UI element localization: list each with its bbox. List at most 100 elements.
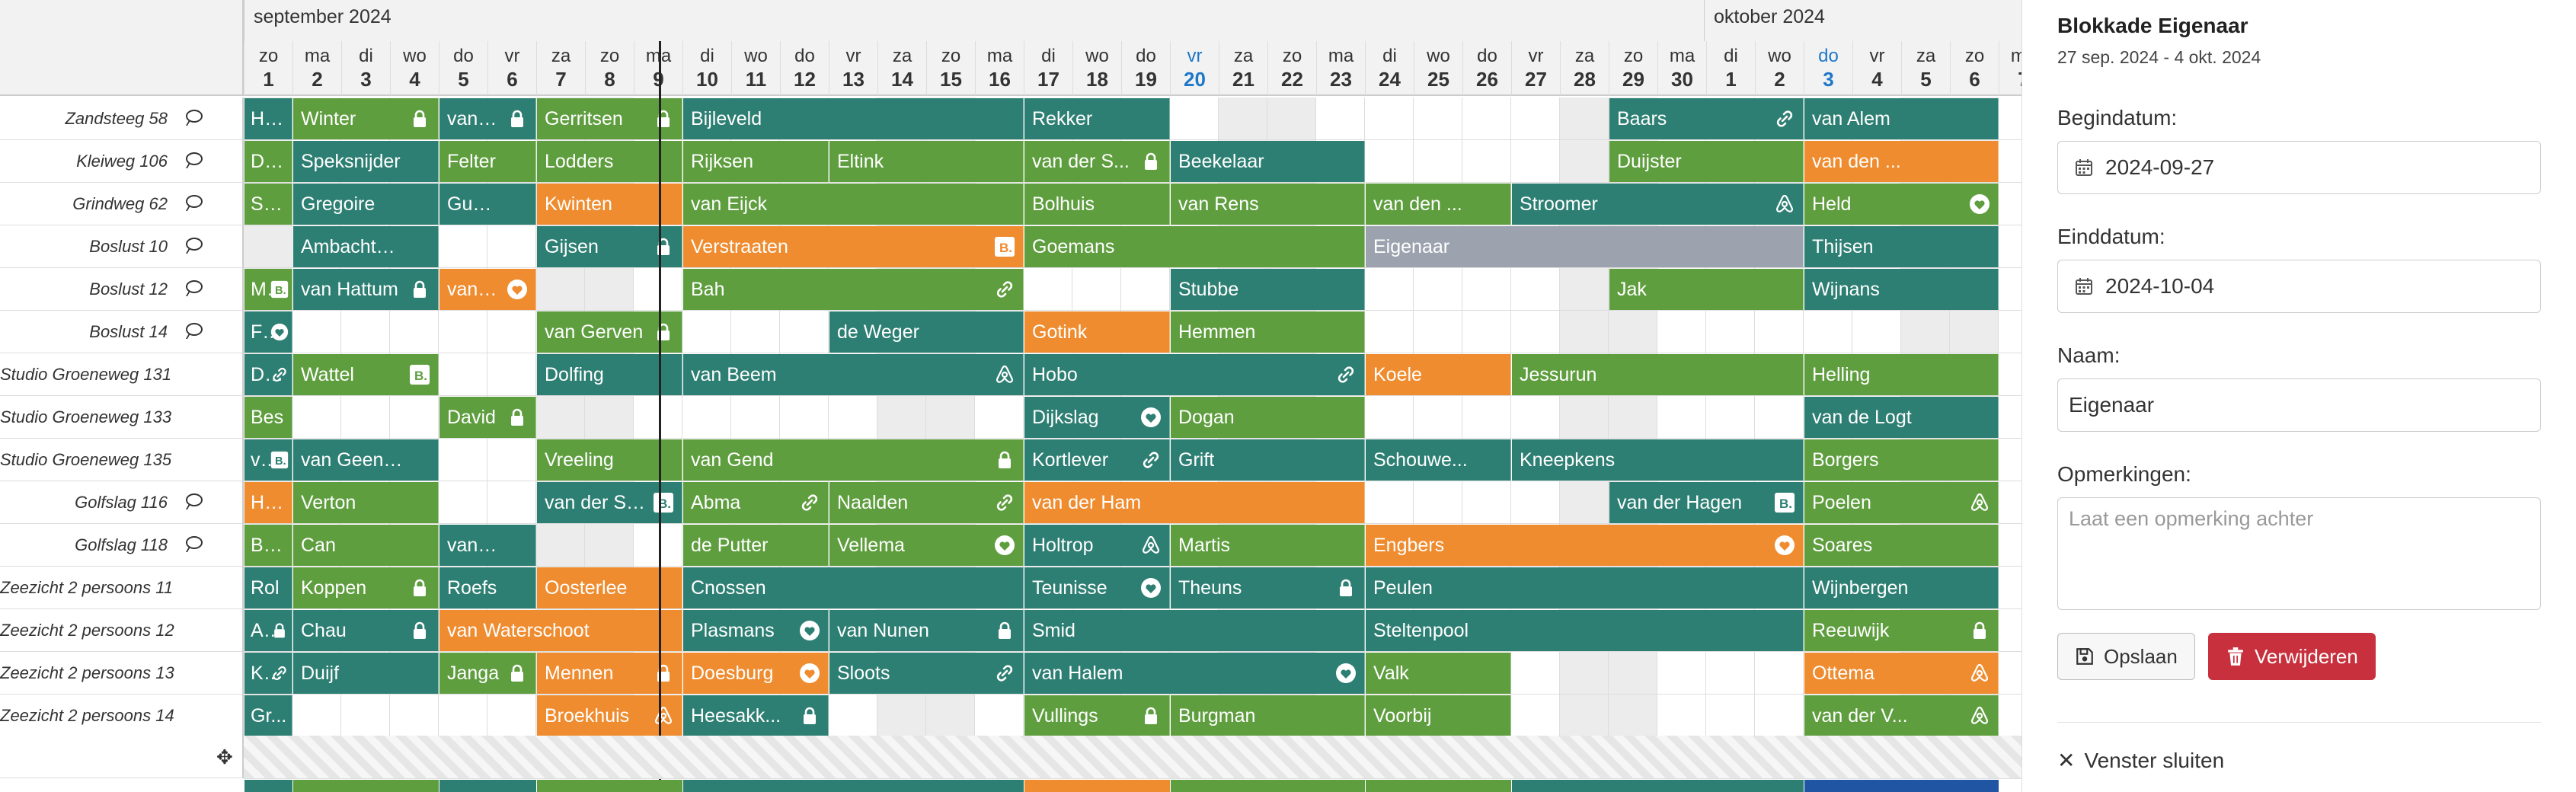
calendar-cell[interactable]: [829, 396, 877, 439]
reservation-bar[interactable]: Dolfing: [537, 354, 682, 395]
calendar-cell[interactable]: [1414, 481, 1462, 524]
calendar-cell[interactable]: [1706, 396, 1755, 439]
calendar-cell[interactable]: [1024, 268, 1072, 311]
reservation-bar[interactable]: van der ...: [439, 269, 536, 310]
calendar-cell[interactable]: [1414, 268, 1462, 311]
calendar-cell[interactable]: [682, 396, 731, 439]
reservation-bar[interactable]: Algra: [244, 610, 292, 651]
reservation-bar[interactable]: van Gend: [683, 439, 1024, 481]
reservation-bar[interactable]: Duijf: [293, 653, 439, 694]
reservation-bar[interactable]: Smid: [1024, 610, 1365, 651]
reservation-bar[interactable]: van der Steeg B.: [537, 482, 682, 523]
reservation-bar[interactable]: Heesakk...: [683, 695, 829, 736]
calendar-cell[interactable]: [585, 268, 634, 311]
reservation-bar[interactable]: Cnossen: [683, 567, 1024, 608]
reservation-bar[interactable]: Gijsen: [537, 226, 682, 267]
reservation-bar[interactable]: [293, 780, 439, 792]
calendar-cell[interactable]: [975, 396, 1024, 439]
reservation-bar[interactable]: van der Ham: [1024, 482, 1365, 523]
reservation-bar[interactable]: van Waterschoot: [439, 610, 682, 651]
calendar-cell[interactable]: [634, 268, 682, 311]
calendar-cell[interactable]: [487, 353, 536, 396]
calendar-cell[interactable]: [439, 353, 487, 396]
reservation-bar[interactable]: Peulen: [1366, 567, 1804, 608]
reservation-bar[interactable]: Wijnbergen: [1804, 567, 1999, 608]
calendar-cell[interactable]: [1560, 97, 1609, 140]
calendar-cell[interactable]: [926, 695, 975, 737]
calendar-cell[interactable]: [585, 524, 634, 567]
reservation-bar[interactable]: Vreeling: [537, 439, 682, 481]
reservation-bar[interactable]: Lodders: [537, 141, 682, 182]
reservation-bar[interactable]: van der Hagen B.: [1609, 482, 1804, 523]
calendar-cell[interactable]: [780, 396, 829, 439]
reservation-bar[interactable]: Sp...: [244, 184, 292, 225]
reservation-bar[interactable]: Theuns: [1171, 567, 1365, 608]
calendar-cell[interactable]: [1999, 396, 2021, 439]
calendar-cell[interactable]: [634, 524, 682, 567]
calendar-cell[interactable]: [341, 695, 390, 737]
unit-label[interactable]: Kleiweg 106: [0, 140, 178, 183]
reservation-bar[interactable]: Wijnans: [1804, 269, 1999, 310]
reservation-bar[interactable]: de Weger: [829, 311, 1024, 353]
calendar-cell[interactable]: [536, 268, 585, 311]
calendar-cell[interactable]: [487, 481, 536, 524]
reservation-bar[interactable]: Naalden: [829, 482, 1024, 523]
move-icon[interactable]: ✥: [216, 746, 233, 768]
reservation-bar[interactable]: Kui...: [244, 653, 292, 694]
calendar-cell[interactable]: [877, 396, 926, 439]
calendar-cell[interactable]: [1999, 97, 2021, 140]
reservation-bar[interactable]: van der S...: [1024, 141, 1170, 182]
reservation-bar[interactable]: de Putter: [683, 525, 829, 566]
calendar-cell[interactable]: [487, 695, 536, 737]
reservation-bar[interactable]: Voorbij: [1366, 695, 1511, 736]
calendar-cell[interactable]: [1560, 140, 1609, 183]
calendar-cell[interactable]: [536, 396, 585, 439]
reservation-bar[interactable]: Vullings: [1024, 695, 1170, 736]
calendar-cell[interactable]: [1999, 439, 2021, 481]
unit-label[interactable]: Boslust 12: [0, 268, 178, 311]
unit-label[interactable]: Golfslag 118: [0, 524, 178, 567]
unit-label[interactable]: Zandsteeg 58: [0, 97, 178, 140]
reservation-bar[interactable]: Fre...: [244, 311, 292, 353]
calendar-cell[interactable]: [1706, 311, 1755, 353]
start-date-field[interactable]: 2024-09-27: [2057, 141, 2541, 194]
calendar-cell[interactable]: [1755, 311, 1804, 353]
calendar-cell[interactable]: [1999, 652, 2021, 695]
unit-label[interactable]: Boslust 10: [0, 225, 178, 268]
calendar-cell[interactable]: [1706, 652, 1755, 695]
reservation-bar[interactable]: [1366, 780, 1511, 792]
comment-icon[interactable]: [186, 493, 203, 506]
calendar-cell[interactable]: [926, 396, 975, 439]
comment-icon[interactable]: [186, 195, 203, 208]
reservation-bar[interactable]: Verton: [293, 482, 439, 523]
calendar-cell[interactable]: [487, 311, 536, 353]
reservation-bar[interactable]: Die...: [244, 354, 292, 395]
reservation-bar[interactable]: Roefs: [439, 567, 536, 608]
reservation-bar[interactable]: [439, 780, 536, 792]
reservation-bar[interactable]: [1804, 780, 1999, 792]
calendar-cell[interactable]: [585, 396, 634, 439]
reservation-bar[interactable]: Oosterlee: [537, 567, 682, 608]
calendar-cell[interactable]: [1511, 396, 1560, 439]
calendar-cell[interactable]: [780, 311, 829, 353]
reservation-bar[interactable]: Chau: [293, 610, 439, 651]
calendar-cell[interactable]: [1999, 268, 2021, 311]
remarks-field[interactable]: Laat een opmerking achter: [2057, 497, 2541, 610]
reservation-bar[interactable]: Gr...: [244, 695, 292, 736]
calendar-cell[interactable]: [1852, 311, 1901, 353]
reservation-bar[interactable]: van Deur...: [439, 525, 536, 566]
reservation-bar[interactable]: Hemmen: [1171, 311, 1365, 353]
reservation-bar[interactable]: Duijster: [1609, 141, 1804, 182]
calendar-cell[interactable]: [536, 524, 585, 567]
calendar-cell[interactable]: [1511, 268, 1560, 311]
calendar-cell[interactable]: [1414, 311, 1462, 353]
calendar-cell[interactable]: [1365, 268, 1414, 311]
reservation-bar[interactable]: Goemans: [1024, 226, 1365, 267]
reservation-bar[interactable]: Borgers: [1804, 439, 1999, 481]
calendar-cell[interactable]: [1706, 695, 1755, 737]
calendar-cell[interactable]: [1609, 652, 1657, 695]
calendar-cell[interactable]: [292, 396, 341, 439]
calendar-cell[interactable]: [1999, 353, 2021, 396]
reservation-bar[interactable]: De...: [244, 141, 292, 182]
save-button[interactable]: Opslaan: [2057, 633, 2195, 680]
